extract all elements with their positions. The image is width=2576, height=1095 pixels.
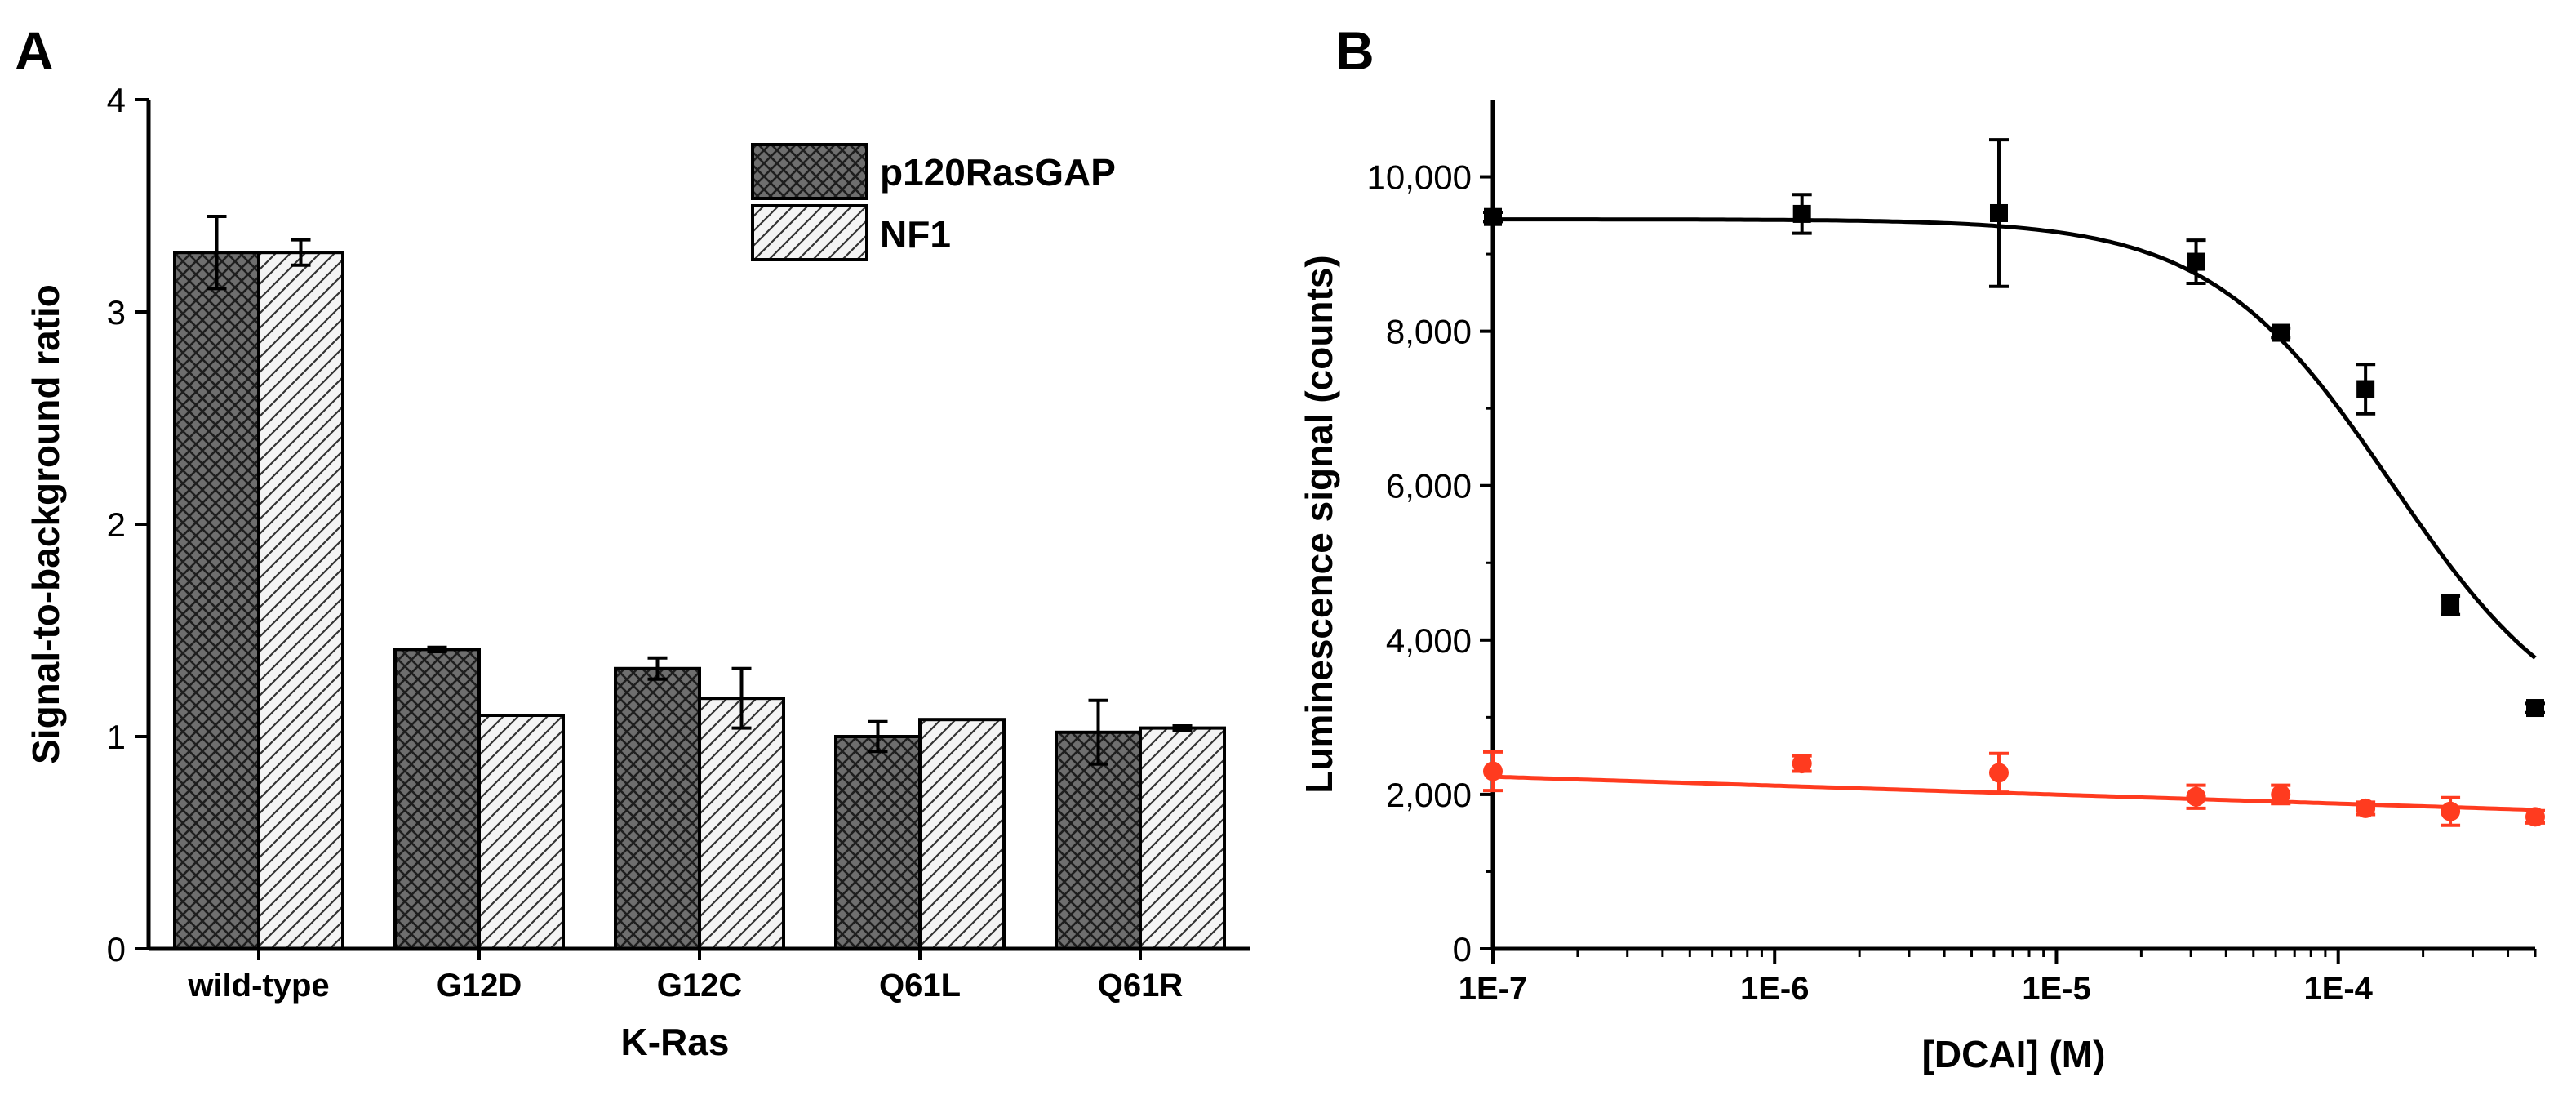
y-tick-label: 4,000 — [1386, 621, 1472, 660]
x-tick-label: G12C — [657, 968, 743, 1004]
panel-a-legend: p120RasGAP NF1 — [751, 143, 1116, 261]
legend-swatch-p120rasgap — [751, 143, 868, 200]
bar — [614, 666, 701, 950]
red-data-point — [2186, 786, 2206, 807]
black-data-point — [2441, 596, 2460, 615]
y-tick-label: 8,000 — [1386, 313, 1472, 351]
panel-b-y-axis-title: Luminescence signal (counts) — [1298, 255, 1340, 793]
red-data-point — [1792, 754, 1812, 774]
black-data-point — [2526, 699, 2544, 718]
panel-a-bars — [173, 215, 1226, 951]
y-tick-label: 1 — [107, 718, 126, 756]
x-tick-label: 1E-5 — [2022, 971, 2091, 1007]
bar — [477, 714, 565, 950]
panel-a-x-ticks: wild-type G12D G12C Q61L Q61R — [187, 949, 1183, 1004]
x-tick-label: 1E-7 — [1459, 971, 1528, 1007]
black-data-point — [1989, 203, 2008, 222]
legend-label-nf1: NF1 — [880, 213, 951, 256]
bar — [698, 697, 785, 950]
red-data-point — [2441, 801, 2461, 821]
bar — [918, 718, 1006, 950]
red-data-point — [1988, 763, 2009, 783]
black-data-point — [1484, 207, 1502, 226]
bar — [393, 648, 481, 951]
panel-a-y-ticks: 0 1 2 3 4 — [107, 81, 149, 968]
y-tick-label: 2 — [107, 505, 126, 544]
y-tick-label: 4 — [107, 81, 126, 119]
black-data-point — [1792, 204, 1811, 223]
panel-b-plot-area — [1483, 138, 2545, 827]
y-tick-label: 3 — [107, 293, 126, 332]
bar — [257, 251, 344, 950]
x-tick-label: G12D — [437, 968, 522, 1004]
panel-label-a: A — [15, 20, 54, 81]
red-data-point — [2356, 798, 2376, 818]
legend-label-p120rasgap: p120RasGAP — [880, 151, 1116, 194]
panel-a-y-axis-title: Signal-to-background ratio — [24, 284, 67, 764]
legend-swatch-nf1 — [751, 204, 868, 261]
y-tick-label: 6,000 — [1386, 467, 1472, 505]
bar — [1139, 726, 1226, 950]
y-tick-label: 10,000 — [1367, 158, 1472, 197]
red-fit-curve — [1492, 774, 2536, 812]
panel-a-bar-chart: 0 1 2 3 4 wild-type G12D G12C Q61L Q61R K-Ras Si… — [24, 81, 1250, 1063]
y-tick-label: 2,000 — [1386, 776, 1472, 814]
y-tick-label: 0 — [1453, 930, 1472, 968]
black-data-point — [2272, 323, 2290, 342]
panel-b-dose-response-chart: 0 2,000 4,000 6,000 8,000 10,000 1E-7 1E-6 1E-5… — [1298, 100, 2545, 1075]
red-data-point — [1483, 761, 1503, 781]
bar — [173, 251, 260, 950]
panel-b-axes — [1490, 100, 2535, 951]
panel-b-x-ticks: 1E-7 1E-6 1E-5 1E-4 — [1459, 949, 2537, 1007]
red-data-point — [2525, 807, 2545, 827]
bar — [834, 735, 922, 950]
panel-b-y-ticks: 0 2,000 4,000 6,000 8,000 10,000 — [1367, 158, 1493, 968]
x-tick-label: 1E-6 — [1740, 971, 1810, 1007]
y-tick-label: 0 — [107, 930, 126, 968]
black-fit-curve — [1493, 217, 2537, 660]
x-tick-label: Q61R — [1098, 968, 1184, 1004]
panel-label-b: B — [1335, 20, 1375, 81]
red-data-point — [2271, 784, 2291, 804]
panel-b-x-axis-title: [DCAI] (M) — [1922, 1033, 2106, 1075]
black-data-point — [2356, 380, 2375, 398]
x-tick-label: Q61L — [879, 968, 961, 1004]
black-data-point — [2187, 252, 2205, 271]
panel-a-x-axis-title: K-Ras — [621, 1021, 730, 1063]
x-tick-label: 1E-4 — [2303, 971, 2373, 1007]
x-tick-label: wild-type — [187, 968, 329, 1004]
